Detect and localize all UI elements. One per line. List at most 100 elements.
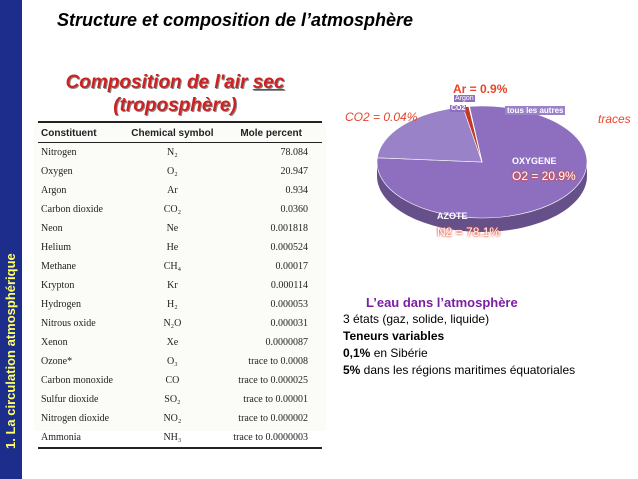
- symbol-cell: N₂: [167, 147, 178, 158]
- mole-percent-cell: 0.000053: [270, 299, 309, 310]
- mole-percent-cell: 0.000031: [270, 318, 309, 329]
- water-section: L’eau dans l’atmosphère 3 états (gaz, so…: [343, 294, 575, 379]
- mole-percent-cell: 0.0360: [280, 204, 309, 215]
- table-row: Nitrogen dioxide NO₂ trace to 0.000002: [38, 409, 322, 428]
- constituent-cell: Krypton: [41, 280, 75, 291]
- symbol-cell: He: [166, 242, 179, 253]
- constituent-cell: Helium: [41, 242, 71, 253]
- water-siberia-text: en Sibérie: [370, 346, 428, 360]
- water-siberia-value: 0,1%: [343, 346, 371, 360]
- label-traces: traces: [598, 112, 631, 126]
- symbol-cell: Ar: [167, 185, 178, 196]
- constituent-cell: Nitrous oxide: [41, 318, 96, 329]
- mole-percent-cell: trace to 0.0000003: [221, 428, 322, 449]
- constituent-cell: Xenon: [41, 337, 68, 348]
- mole-percent-cell: 0.00017: [275, 261, 309, 272]
- symbol-cell: NH₃: [123, 428, 221, 449]
- symbol-cell: CO₂: [163, 204, 182, 215]
- mole-percent-cell: 0.0000087: [265, 337, 309, 348]
- table-row: Nitrous oxide N₂O 0.000031: [38, 314, 322, 333]
- label-o2-value: O2 = 20.9%: [512, 169, 576, 183]
- table-row: Argon Ar 0.934: [38, 181, 322, 200]
- composition-title-underlined: sec: [252, 72, 285, 93]
- header-mole-percent: Mole percent: [221, 121, 322, 143]
- label-co2: CO2: [450, 105, 467, 112]
- symbol-cell: O₃: [167, 356, 178, 367]
- table-row: Xenon Xe 0.0000087: [38, 333, 322, 352]
- symbol-cell: Ne: [166, 223, 179, 234]
- mole-percent-cell: trace to 0.00001: [243, 394, 308, 405]
- sidebar-title: 1. La circulation atmosphérique: [3, 253, 18, 449]
- label-n2-value: N2 = 78.1%: [437, 225, 501, 239]
- composition-title-prefix: Composition de l'air: [65, 72, 253, 93]
- water-title: L’eau dans l’atmosphère: [366, 295, 518, 310]
- constituent-cell: Nitrogen dioxide: [41, 413, 110, 424]
- mole-percent-cell: 0.001818: [270, 223, 309, 234]
- constituent-cell: Nitrogen: [41, 147, 77, 158]
- table-body: Nitrogen N₂ 78.084 Oxygen O₂ 20.947 Argon Ar 0.9…: [38, 143, 322, 449]
- water-line-equatorial: 5% dans les régions maritimes équatorial…: [343, 362, 575, 379]
- water-line-states: 3 états (gaz, solide, liquide): [343, 312, 490, 326]
- header-chemical-symbol: Chemical symbol: [123, 121, 221, 143]
- constituent-cell: Hydrogen: [41, 299, 81, 310]
- label-oxygene: OXYGENE: [512, 156, 557, 166]
- composition-table: Constituent Chemical symbol Mole percent…: [38, 121, 322, 449]
- composition-title: Composition de l'air sec (troposphère): [40, 71, 310, 117]
- symbol-cell: N₂O: [163, 318, 182, 329]
- symbol-cell: Xe: [166, 337, 179, 348]
- composition-table-panel: Constituent Chemical symbol Mole percent…: [34, 121, 326, 449]
- sidebar: 1. La circulation atmosphérique: [0, 0, 22, 479]
- symbol-cell: SO₂: [164, 394, 181, 405]
- table-row: Sulfur dioxide SO₂ trace to 0.00001: [38, 390, 322, 409]
- symbol-cell: H₂: [167, 299, 178, 310]
- table-row: Krypton Kr 0.000114: [38, 276, 322, 295]
- mole-percent-cell: 78.084: [280, 147, 309, 158]
- symbol-cell: NO₂: [163, 413, 182, 424]
- header-constituent: Constituent: [38, 121, 124, 143]
- mole-percent-cell: trace to 0.000025: [238, 375, 308, 386]
- composition-subtitle: (troposphère): [113, 95, 237, 116]
- label-azote: AZOTE: [437, 211, 468, 221]
- constituent-cell: Carbon dioxide: [41, 204, 103, 215]
- symbol-cell: CO: [165, 375, 180, 386]
- table-row: Hydrogen H₂ 0.000053: [38, 295, 322, 314]
- mole-percent-cell: trace to 0.000002: [238, 413, 308, 424]
- constituent-cell: Neon: [41, 223, 63, 234]
- label-argon: Argon: [454, 95, 475, 102]
- table-row: Carbon dioxide CO₂ 0.0360: [38, 200, 322, 219]
- pie-chart: Ar = 0.9% Argon CO2 = 0.04% CO2 tous les…: [345, 70, 631, 275]
- label-ar: Ar = 0.9%: [453, 82, 508, 96]
- constituent-cell: Sulfur dioxide: [41, 394, 99, 405]
- constituent-cell: Carbon monoxide: [41, 375, 113, 386]
- table-row: Methane CH₄ 0.00017: [38, 257, 322, 276]
- mole-percent-cell: 0.934: [285, 185, 309, 196]
- water-line-siberia: 0,1% en Sibérie: [343, 345, 575, 362]
- table-row: Ammonia NH₃ trace to 0.0000003: [38, 428, 322, 449]
- label-others: tous les autres: [505, 106, 566, 115]
- slide-title: Structure et composition de l’atmosphère: [57, 10, 414, 30]
- table-row: Nitrogen N₂ 78.084: [38, 143, 322, 163]
- constituent-cell: Ozone*: [41, 356, 73, 367]
- label-co2-value: CO2 = 0.04%: [345, 110, 418, 124]
- mole-percent-cell: 0.000114: [270, 280, 308, 291]
- symbol-cell: Kr: [167, 280, 178, 291]
- constituent-cell: Oxygen: [41, 166, 73, 177]
- symbol-cell: O₂: [167, 166, 178, 177]
- table-row: Oxygen O₂ 20.947: [38, 162, 322, 181]
- constituent-cell: Ammonia: [38, 428, 124, 449]
- table-header-row: Constituent Chemical symbol Mole percent: [38, 121, 322, 143]
- table-row: Neon Ne 0.001818: [38, 219, 322, 238]
- symbol-cell: CH₄: [163, 261, 182, 272]
- mole-percent-cell: 0.000524: [270, 242, 309, 253]
- water-line-variable: Teneurs variables: [343, 329, 445, 343]
- table-row: Helium He 0.000524: [38, 238, 322, 257]
- pie-svg: [376, 105, 588, 232]
- mole-percent-cell: trace to 0.0008: [248, 356, 308, 367]
- water-equatorial-text: dans les régions maritimes équatoriales: [360, 363, 576, 377]
- constituent-cell: Methane: [41, 261, 76, 272]
- constituent-cell: Argon: [41, 185, 67, 196]
- table-row: Carbon monoxide CO trace to 0.000025: [38, 371, 322, 390]
- mole-percent-cell: 20.947: [280, 166, 309, 177]
- table-row: Ozone* O₃ trace to 0.0008: [38, 352, 322, 371]
- pie-slice-tous-les-autres: [468, 106, 483, 163]
